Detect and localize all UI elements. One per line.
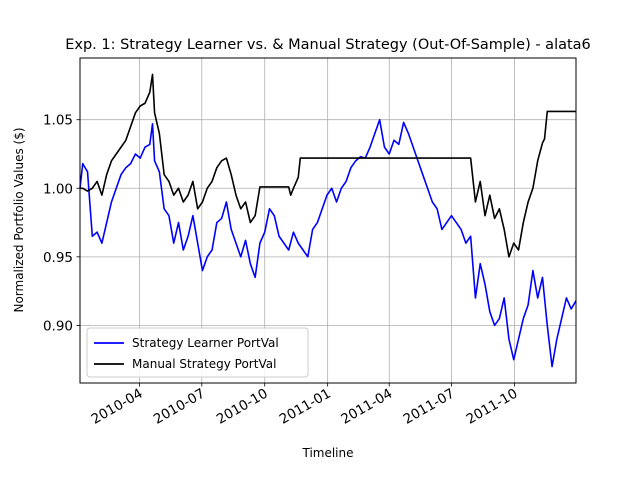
- x-tick-label: 2011-01: [277, 386, 334, 428]
- x-tick-label: 2011-04: [338, 386, 395, 428]
- x-tick-label: 2010-07: [151, 386, 208, 428]
- grid: [80, 58, 576, 383]
- x-tick-label: 2010-04: [89, 386, 146, 428]
- y-axis-label: Normalized Portfolio Values ($): [12, 127, 26, 312]
- y-axis-ticks: 0.90 0.95 1.00 1.05: [43, 113, 80, 334]
- legend-box: [86, 327, 309, 378]
- series-lines: [79, 73, 577, 368]
- y-tick-label: 1.00: [43, 181, 73, 197]
- y-tick-label: 0.95: [43, 250, 73, 266]
- y-tick-label: 1.05: [43, 113, 73, 129]
- legend: Strategy Learner PortVal Manual Strategy…: [86, 327, 309, 378]
- legend-label-manual-strategy: Manual Strategy PortVal: [132, 357, 276, 371]
- legend-label-strategy-learner: Strategy Learner PortVal: [132, 336, 279, 350]
- chart-title: Exp. 1: Strategy Learner vs. & Manual St…: [65, 37, 591, 53]
- x-axis-ticks: 2010-04 2010-07 2010-10 2011-01 2011-04 2011-…: [89, 383, 521, 428]
- x-axis-label: Timeline: [301, 446, 353, 460]
- series-line-strategy-learner: [79, 118, 577, 368]
- x-tick-label: 2011-10: [464, 386, 521, 428]
- y-tick-label: 0.90: [43, 318, 73, 334]
- series-line-manual-strategy: [80, 73, 576, 258]
- x-tick-label: 2010-10: [214, 386, 271, 428]
- x-tick-label: 2011-07: [401, 386, 458, 428]
